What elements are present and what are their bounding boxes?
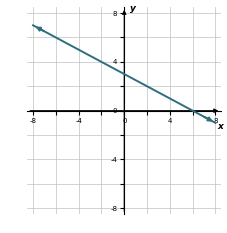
Text: x: x	[216, 122, 222, 131]
Text: y: y	[129, 4, 135, 13]
